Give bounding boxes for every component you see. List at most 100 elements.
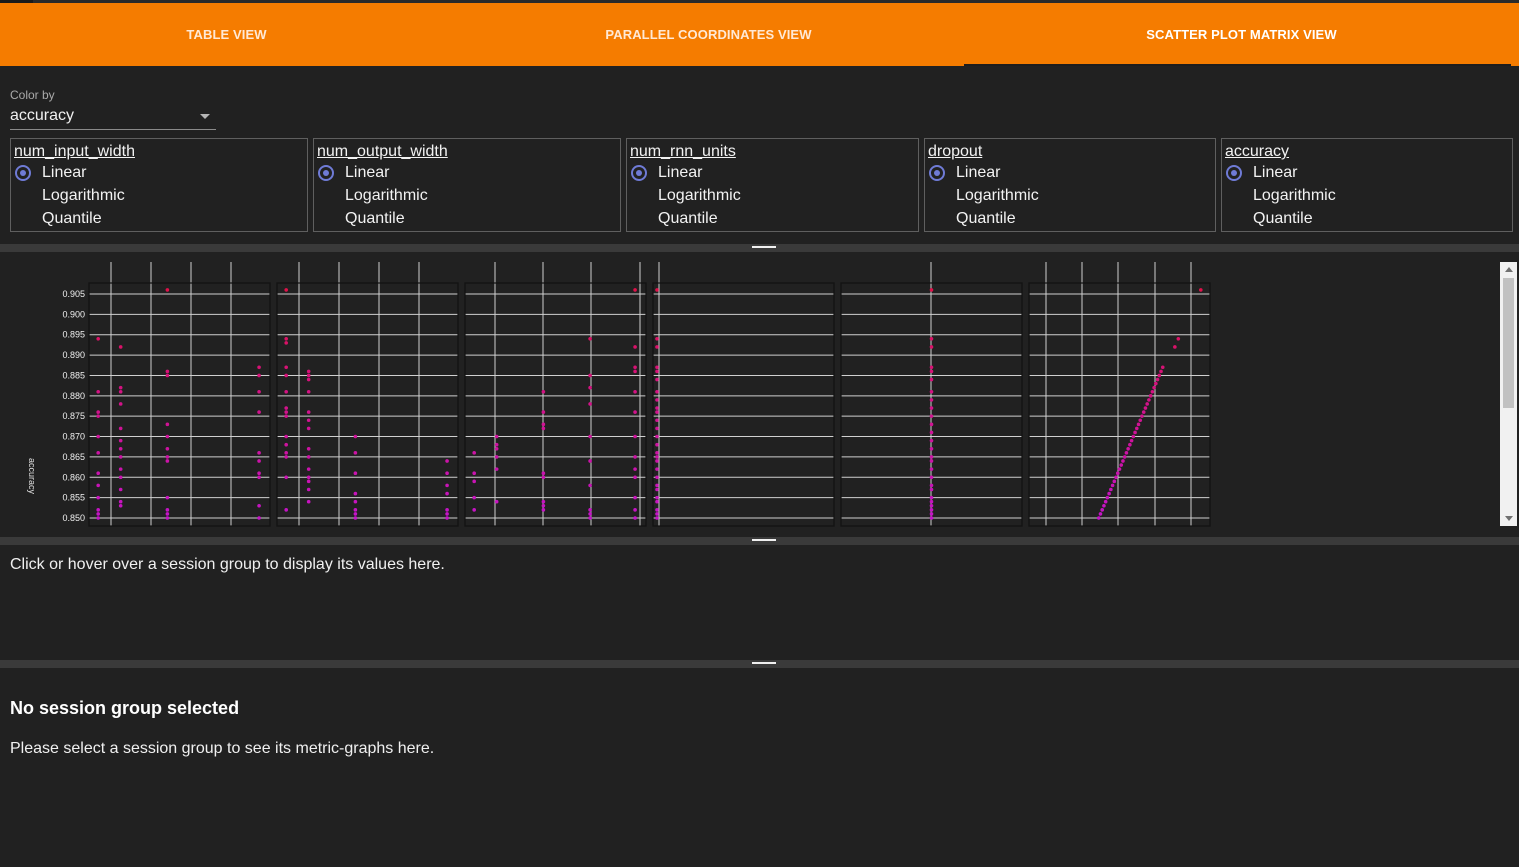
data-point [541, 426, 546, 431]
data-point [118, 475, 123, 480]
data-point [655, 426, 659, 431]
data-point [165, 422, 170, 427]
scale-option-linear[interactable]: Linear [658, 164, 703, 181]
scale-option-logarithmic[interactable]: Logarithmic [1253, 187, 1336, 204]
data-point [655, 499, 659, 504]
data-point [306, 369, 311, 374]
data-point [284, 455, 288, 459]
scale-column-name: accuracy [1225, 143, 1290, 160]
data-point [165, 516, 170, 520]
scale-option-linear[interactable]: Linear [42, 164, 87, 181]
data-point [929, 483, 934, 488]
scroll-down-icon[interactable] [1505, 516, 1513, 521]
scale-option-quantile[interactable]: Quantile [956, 210, 1016, 227]
data-point [655, 365, 659, 370]
scale-option-quantile[interactable]: Quantile [345, 210, 405, 227]
data-point [284, 414, 288, 418]
scale-option-quantile[interactable]: Quantile [658, 210, 718, 227]
panel-frame [652, 282, 835, 527]
color-by-select[interactable]: accuracy [10, 107, 216, 130]
data-point [929, 369, 934, 374]
data-point [655, 406, 659, 410]
y-tick-label: 0.880 [62, 391, 85, 401]
data-point [284, 451, 288, 455]
plot-scrollbar[interactable] [1500, 262, 1517, 526]
scale-option-linear[interactable]: Linear [1253, 164, 1298, 181]
radio-selected-icon[interactable] [631, 165, 647, 181]
scale-option-linear[interactable]: Linear [956, 164, 1001, 181]
data-point [929, 495, 934, 500]
data-point [353, 499, 358, 504]
data-point [929, 422, 934, 427]
data-point [1145, 402, 1149, 406]
radio-selected-icon[interactable] [15, 165, 31, 181]
data-point [1114, 475, 1118, 480]
data-point [257, 471, 261, 475]
data-point [306, 479, 311, 484]
tab-scatter-plot-matrix-view[interactable]: SCATTER PLOT MATRIX VIEW [964, 3, 1519, 66]
data-point [306, 418, 311, 423]
data-point [1119, 463, 1124, 467]
data-point [633, 508, 637, 512]
color-by-value: accuracy [10, 107, 75, 124]
data-point [929, 516, 934, 520]
resize-divider-2[interactable] [0, 537, 1519, 545]
scale-option-quantile[interactable]: Quantile [42, 210, 102, 227]
data-point [445, 459, 449, 463]
y-tick-label: 0.865 [62, 452, 85, 462]
color-by-label: Color by [10, 88, 55, 102]
scroll-up-icon[interactable] [1505, 267, 1513, 272]
scale-selectors: num_input_width Linear Logarithmic Quant… [0, 138, 1519, 234]
data-point [588, 516, 592, 520]
data-point [1157, 373, 1162, 378]
data-point [1126, 446, 1130, 451]
resize-divider-1[interactable] [0, 244, 1519, 252]
drag-handle-icon[interactable] [752, 662, 776, 664]
data-point [96, 451, 100, 455]
scatter-plot-matrix[interactable]: 0.905 0.900 0.895 0.890 0.885 0.880 0.875 0.870… [0, 252, 1500, 538]
data-point [929, 487, 934, 492]
tab-parallel-coordinates-view[interactable]: PARALLEL COORDINATES VIEW [605, 27, 812, 42]
tab-table-view[interactable]: TABLE VIEW [186, 27, 267, 42]
radio-selected-icon[interactable] [1226, 165, 1242, 181]
data-point [165, 288, 170, 292]
data-point [1138, 418, 1143, 423]
data-point [306, 499, 311, 504]
data-point [165, 512, 170, 516]
scale-option-logarithmic[interactable]: Logarithmic [345, 187, 428, 204]
data-point [306, 389, 311, 394]
scale-option-logarithmic[interactable]: Logarithmic [42, 187, 125, 204]
data-point [655, 475, 659, 480]
scale-column-name: num_output_width [317, 143, 448, 160]
radio-selected-icon[interactable] [929, 165, 945, 181]
data-point [929, 499, 934, 504]
data-point [655, 487, 659, 492]
data-point [306, 467, 311, 471]
data-point [633, 369, 637, 374]
drag-handle-icon[interactable] [752, 539, 776, 541]
dropdown-arrow-icon [200, 114, 210, 119]
scale-option-logarithmic[interactable]: Logarithmic [658, 187, 741, 204]
data-point [1135, 426, 1139, 431]
data-point [284, 341, 288, 345]
scale-option-logarithmic[interactable]: Logarithmic [956, 187, 1039, 204]
data-point [494, 442, 499, 447]
data-point [306, 455, 311, 459]
data-point [306, 373, 311, 378]
data-point [541, 422, 546, 427]
data-point [1117, 467, 1122, 471]
data-point [494, 434, 499, 439]
data-point [96, 389, 100, 394]
scrollbar-thumb[interactable] [1503, 278, 1514, 408]
color-by-control: Color by accuracy [10, 88, 216, 130]
scale-option-quantile[interactable]: Quantile [1253, 210, 1313, 227]
resize-divider-3[interactable] [0, 660, 1519, 668]
data-point [165, 459, 170, 463]
drag-handle-icon[interactable] [752, 246, 776, 248]
scale-option-linear[interactable]: Linear [345, 164, 390, 181]
data-point [1121, 459, 1125, 463]
scale-column-name: num_input_width [14, 143, 135, 160]
data-point [96, 516, 100, 520]
data-point [1115, 471, 1120, 475]
radio-selected-icon[interactable] [318, 165, 334, 181]
